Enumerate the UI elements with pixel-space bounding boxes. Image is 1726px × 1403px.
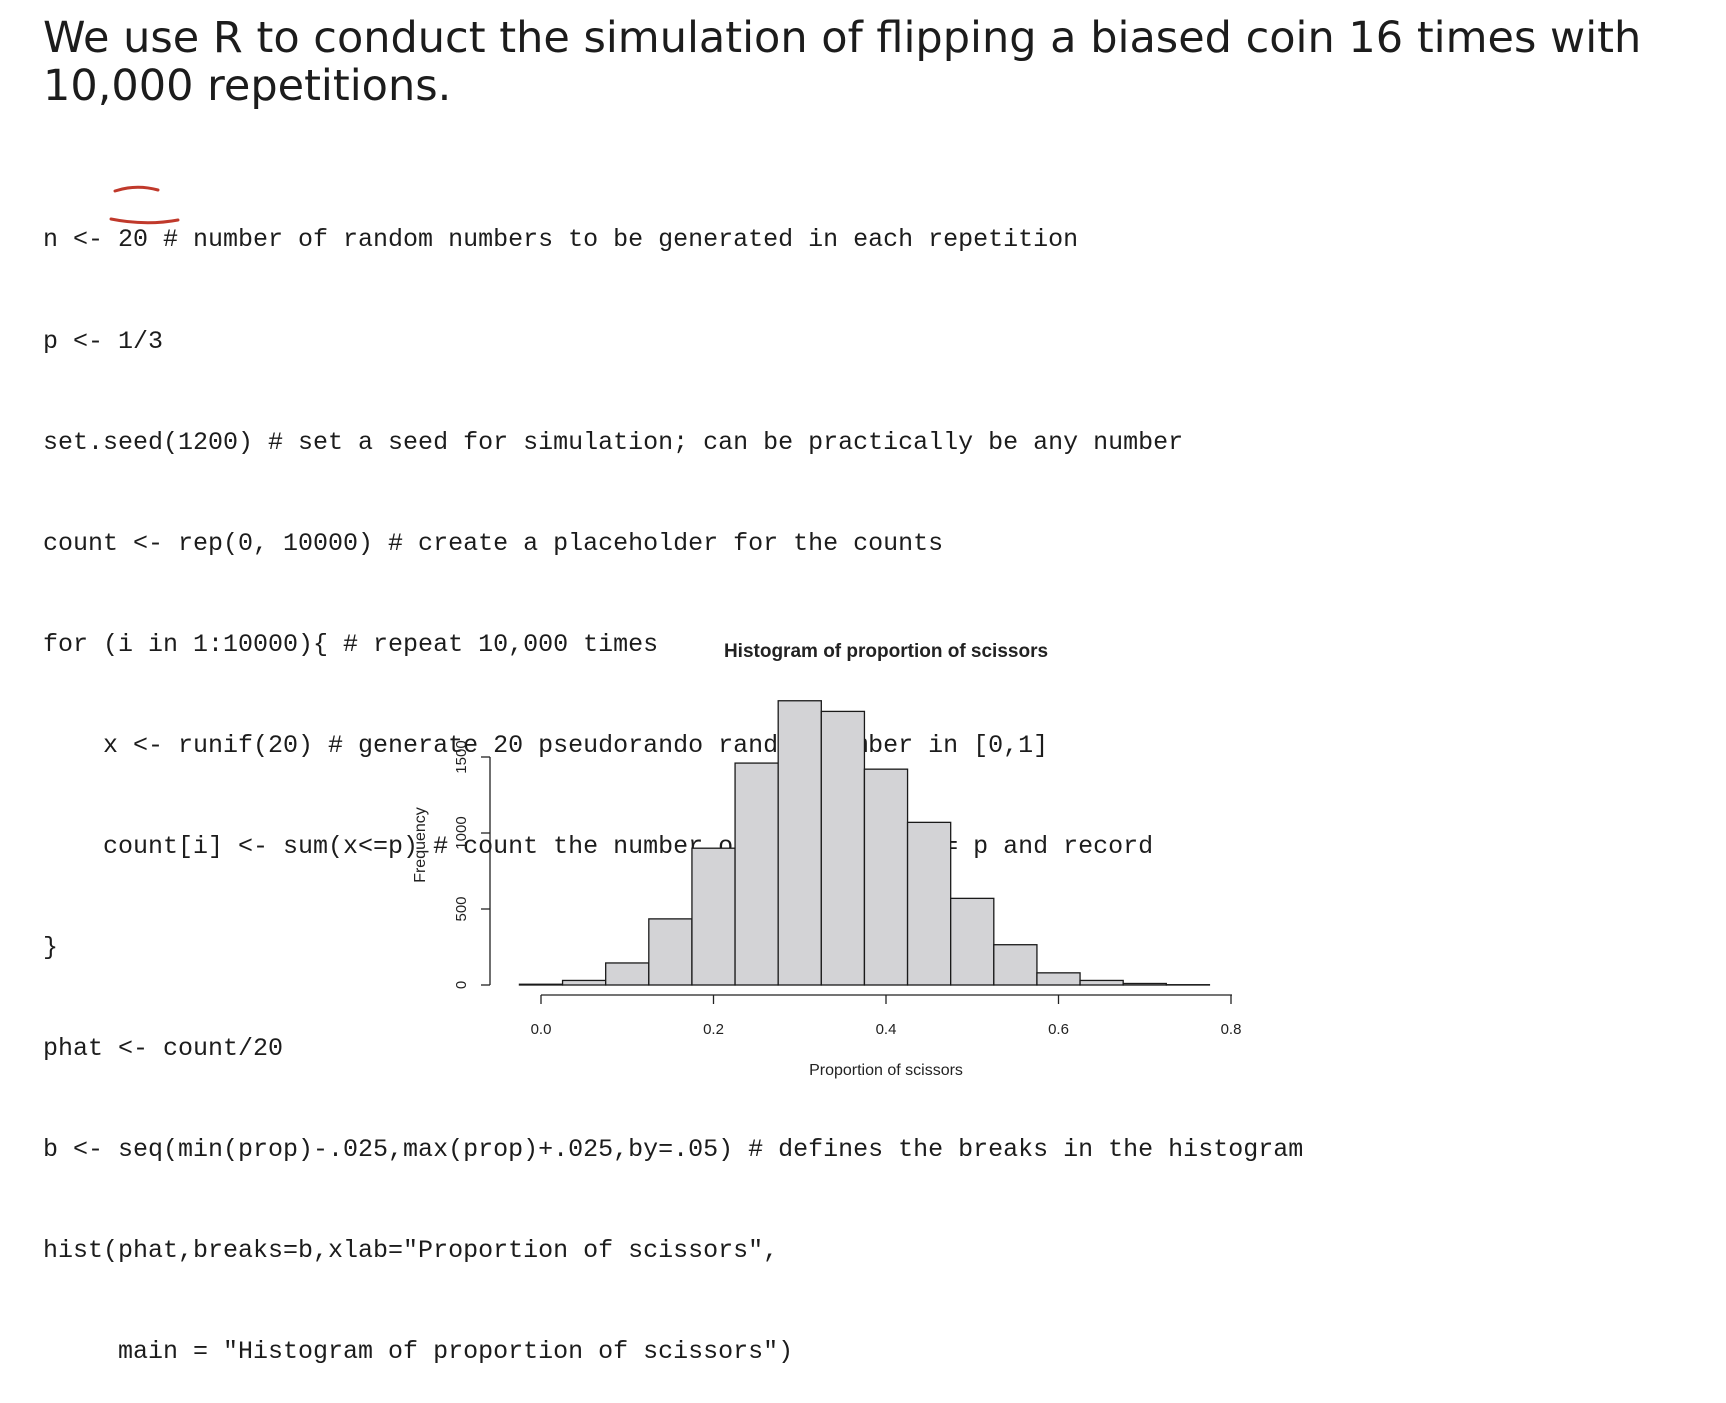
x-tick-label: 0.0	[531, 1021, 552, 1038]
y-axis-ticks: 0 500 1000 1500	[453, 740, 490, 989]
y-tick-label: 1000	[453, 816, 470, 849]
histogram-bar	[563, 980, 606, 985]
code-line: hist(phat,breaks=b,xlab="Proportion of s…	[43, 1234, 1303, 1268]
histogram-bar	[1037, 973, 1080, 985]
x-tick-label: 0.6	[1048, 1021, 1069, 1038]
chart-title: Histogram of proportion of scissors	[724, 641, 1048, 662]
code-line: b <- seq(min(prop)-.025,max(prop)+.025,b…	[43, 1133, 1303, 1167]
y-tick-label: 0	[453, 981, 470, 989]
histogram-bar	[735, 763, 778, 985]
x-tick-label: 0.8	[1221, 1021, 1242, 1038]
histogram-bar	[908, 822, 951, 985]
histogram-bar	[951, 898, 994, 985]
histogram-bar	[649, 919, 692, 985]
code-line: main = "Histogram of proportion of sciss…	[43, 1335, 1303, 1369]
histogram-bar	[692, 848, 735, 985]
histogram-bar	[821, 711, 864, 985]
y-axis-label: Frequency	[412, 807, 429, 883]
histogram-bar	[1123, 983, 1166, 985]
histogram-bars	[519, 701, 1209, 985]
x-axis-label: Proportion of scissors	[809, 1062, 963, 1079]
histogram-bar	[606, 963, 649, 985]
histogram-bar	[519, 984, 562, 985]
x-tick-label: 0.2	[703, 1021, 724, 1038]
histogram-bar	[994, 945, 1037, 985]
histogram-bar	[1080, 980, 1123, 985]
histogram-bar	[864, 769, 907, 985]
x-axis-ticks: 0.0 0.2 0.4 0.6 0.8	[531, 995, 1242, 1038]
histogram-bar	[778, 701, 821, 985]
y-tick-label: 1500	[453, 740, 470, 773]
x-tick-label: 0.4	[876, 1021, 897, 1038]
y-tick-label: 500	[453, 896, 470, 921]
